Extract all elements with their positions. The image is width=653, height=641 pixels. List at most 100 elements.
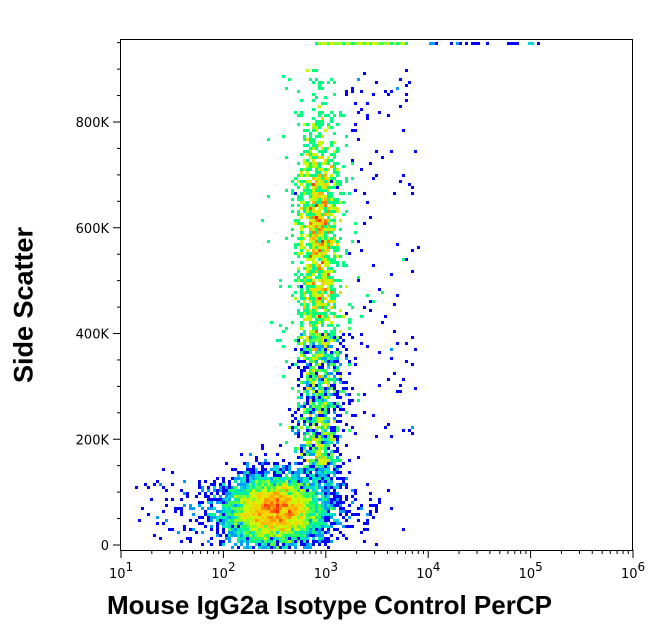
density-cell (315, 78, 318, 81)
density-cell (315, 483, 318, 486)
density-cell (246, 525, 249, 528)
density-cell (321, 387, 324, 390)
density-cell (225, 537, 228, 540)
density-cell (285, 486, 288, 489)
density-cell (297, 195, 300, 198)
density-cell (303, 192, 306, 195)
density-cell (327, 531, 330, 534)
density-cell (297, 486, 300, 489)
density-cell (318, 432, 321, 435)
density-cell (318, 498, 321, 501)
density-cell (258, 546, 261, 549)
density-cell (324, 210, 327, 213)
density-cell (315, 231, 318, 234)
density-cell (300, 522, 303, 525)
density-cell (306, 381, 309, 384)
density-cell (306, 507, 309, 510)
density-cell (300, 312, 303, 315)
density-cell (339, 477, 342, 480)
density-cell (324, 468, 327, 471)
density-cell (294, 489, 297, 492)
density-cell (291, 501, 294, 504)
density-cell (231, 519, 234, 522)
density-cell (345, 180, 348, 183)
density-cell (270, 507, 273, 510)
density-cell (318, 123, 321, 126)
density-cell (309, 438, 312, 441)
density-cell (303, 522, 306, 525)
density-cell (321, 291, 324, 294)
density-cell (318, 366, 321, 369)
density-cell (309, 237, 312, 240)
density-cell (309, 516, 312, 519)
density-cell (327, 525, 330, 528)
density-cell (321, 408, 324, 411)
density-cell (294, 504, 297, 507)
density-cell (321, 81, 324, 84)
density-cell (309, 150, 312, 153)
density-cell (282, 510, 285, 513)
density-cell (327, 261, 330, 264)
density-cell (312, 210, 315, 213)
density-cell (312, 381, 315, 384)
density-cell (315, 354, 318, 357)
density-cell (237, 489, 240, 492)
density-cell (321, 462, 324, 465)
density-cell (318, 177, 321, 180)
density-cell (153, 483, 156, 486)
density-cell (270, 321, 273, 324)
density-cell (333, 234, 336, 237)
density-cell (312, 393, 315, 396)
density-cell (477, 42, 480, 45)
density-cell (309, 222, 312, 225)
density-cell (237, 516, 240, 519)
density-cell (318, 513, 321, 516)
density-cell (321, 282, 324, 285)
density-cell (228, 519, 231, 522)
density-cell (309, 405, 312, 408)
density-cell (315, 153, 318, 156)
density-cell (285, 540, 288, 543)
density-cell (279, 528, 282, 531)
density-cell (261, 468, 264, 471)
density-cell (333, 168, 336, 171)
density-cell (231, 516, 234, 519)
density-cell (267, 471, 270, 474)
density-cell (330, 279, 333, 282)
density-cell (348, 504, 351, 507)
density-cell (282, 486, 285, 489)
density-cell (276, 510, 279, 513)
density-cell (240, 486, 243, 489)
density-cell (258, 522, 261, 525)
density-cell (300, 414, 303, 417)
density-cell (291, 321, 294, 324)
density-cell (321, 495, 324, 498)
density-cell (309, 270, 312, 273)
density-cell (315, 534, 318, 537)
density-cell (312, 291, 315, 294)
density-cell (306, 510, 309, 513)
density-cell (282, 537, 285, 540)
density-cell (153, 534, 156, 537)
density-cell (360, 90, 363, 93)
density-cell (330, 378, 333, 381)
density-cell (372, 516, 375, 519)
density-cell (300, 492, 303, 495)
density-cell (306, 258, 309, 261)
density-cell (267, 492, 270, 495)
density-cell (318, 537, 321, 540)
density-cell (246, 519, 249, 522)
density-cell (237, 477, 240, 480)
density-cell (312, 156, 315, 159)
density-cell (180, 510, 183, 513)
density-cell (321, 219, 324, 222)
density-cell (321, 135, 324, 138)
density-cell (321, 489, 324, 492)
density-cell (342, 315, 345, 318)
density-cell (219, 483, 222, 486)
density-cell (339, 522, 342, 525)
density-cell (300, 426, 303, 429)
density-cell (318, 192, 321, 195)
density-cell (312, 345, 315, 348)
density-cell (312, 213, 315, 216)
